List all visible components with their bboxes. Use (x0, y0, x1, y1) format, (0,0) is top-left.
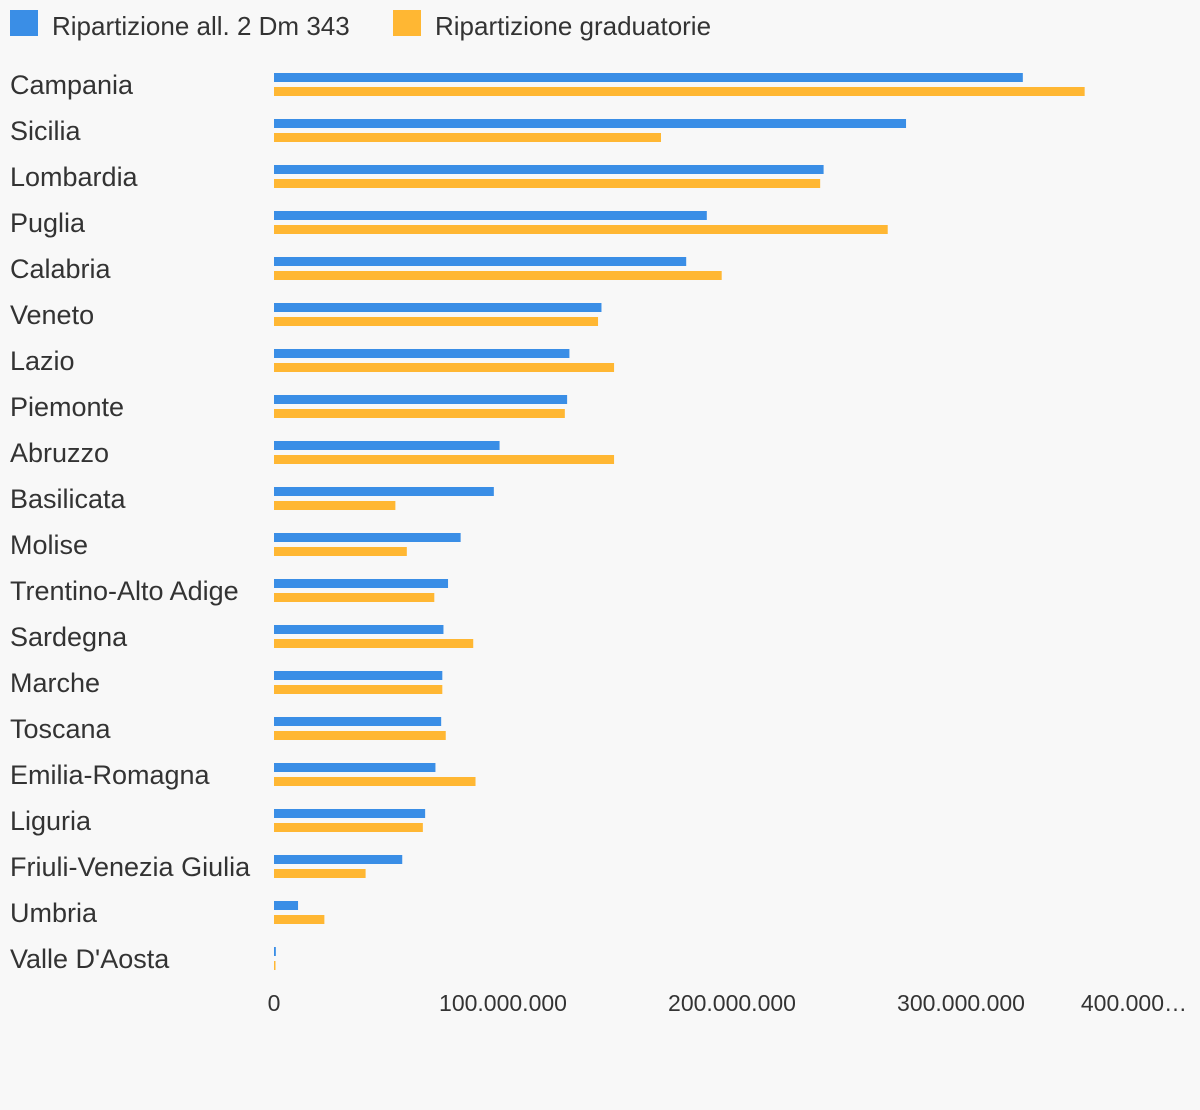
category-label: Veneto (10, 300, 94, 330)
bar-series-2[interactable] (274, 225, 888, 234)
bar-series-1[interactable] (274, 579, 449, 588)
bar-series-2[interactable] (274, 823, 423, 832)
category-label: Basilicata (10, 484, 127, 514)
category-label: Lombardia (10, 162, 139, 192)
legend: Ripartizione all. 2 Dm 343 Ripartizione … (10, 10, 711, 41)
bar-series-1[interactable] (274, 625, 444, 634)
bar-series-1[interactable] (274, 855, 403, 864)
bar-series-1[interactable] (274, 349, 570, 358)
bar-series-2[interactable] (274, 639, 474, 648)
bar-series-2[interactable] (274, 271, 722, 280)
bar-series-2[interactable] (274, 869, 366, 878)
category-label: Friuli-Venezia Giulia (10, 852, 251, 882)
bar-series-1[interactable] (274, 441, 500, 450)
category-label: Molise (10, 530, 88, 560)
category-label: Puglia (10, 208, 86, 238)
bars (274, 73, 1085, 970)
category-label: Sardegna (10, 622, 128, 652)
bar-series-2[interactable] (274, 501, 396, 510)
category-label: Umbria (10, 898, 98, 928)
category-label: Toscana (10, 714, 112, 744)
legend-swatch-series-1 (10, 10, 38, 36)
category-label: Valle D'Aosta (10, 944, 170, 974)
category-label: Sicilia (10, 116, 82, 146)
bar-series-2[interactable] (274, 317, 599, 326)
category-labels: Campania Sicilia Lombardia Puglia Calabria Ve… (10, 70, 251, 974)
bar-series-2[interactable] (274, 961, 276, 970)
legend-label-series-1: Ripartizione all. 2 Dm 343 (52, 11, 350, 41)
bar-series-1[interactable] (274, 119, 907, 128)
bar-series-2[interactable] (274, 409, 565, 418)
bar-series-2[interactable] (274, 87, 1085, 96)
bar-series-1[interactable] (274, 533, 461, 542)
bar-series-1[interactable] (274, 303, 602, 312)
bar-series-2[interactable] (274, 547, 407, 556)
bar-series-2[interactable] (274, 915, 325, 924)
category-label: Calabria (10, 254, 112, 284)
bar-series-1[interactable] (274, 671, 443, 680)
bar-series-2[interactable] (274, 593, 435, 602)
bar-series-2[interactable] (274, 133, 662, 142)
bar-series-1[interactable] (274, 257, 687, 266)
category-label: Lazio (10, 346, 75, 376)
bar-series-1[interactable] (274, 809, 426, 818)
x-tick-label: 200.000.000 (668, 990, 796, 1016)
bar-series-1[interactable] (274, 763, 436, 772)
category-label: Abruzzo (10, 438, 109, 468)
bar-series-1[interactable] (274, 395, 568, 404)
x-tick-label: 100.000.000 (439, 990, 567, 1016)
category-label: Campania (10, 70, 134, 100)
bar-series-2[interactable] (274, 455, 615, 464)
bar-series-1[interactable] (274, 211, 707, 220)
category-label: Trentino-Alto Adige (10, 576, 239, 606)
category-label: Emilia-Romagna (10, 760, 211, 790)
category-label: Marche (10, 668, 100, 698)
category-label: Piemonte (10, 392, 124, 422)
x-axis-ticks: 0 100.000.000 200.000.000 300.000.000 400.00… (268, 990, 1187, 1016)
bar-series-2[interactable] (274, 363, 615, 372)
bar-series-2[interactable] (274, 179, 821, 188)
x-tick-label: 300.000.000 (897, 990, 1025, 1016)
x-tick-label: 400.000… (1081, 990, 1187, 1016)
bar-series-1[interactable] (274, 717, 442, 726)
bar-series-2[interactable] (274, 685, 443, 694)
legend-label-series-2: Ripartizione graduatorie (435, 11, 711, 41)
bar-series-1[interactable] (274, 487, 494, 496)
legend-swatch-series-2 (393, 10, 421, 36)
bar-series-2[interactable] (274, 777, 476, 786)
bar-series-1[interactable] (274, 901, 299, 910)
category-label: Liguria (10, 806, 92, 836)
bar-series-2[interactable] (274, 731, 446, 740)
bar-series-1[interactable] (274, 165, 824, 174)
bar-series-1[interactable] (274, 73, 1023, 82)
x-tick-label: 0 (268, 990, 281, 1016)
bar-series-1[interactable] (274, 947, 276, 956)
